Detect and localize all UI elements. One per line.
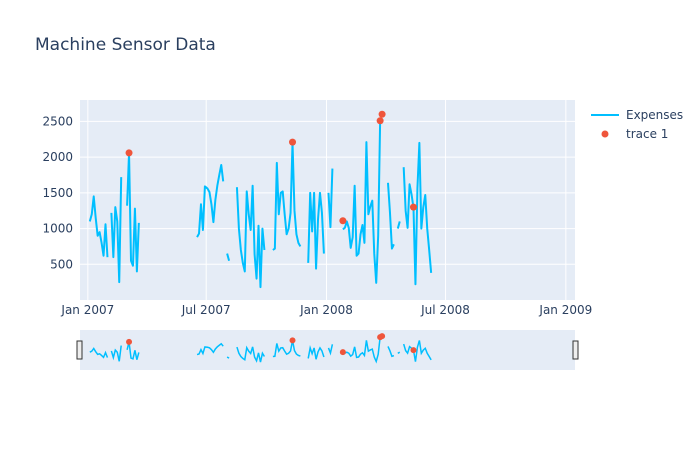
x-tick-label: Jul 2007 bbox=[181, 303, 231, 317]
series-line-segment bbox=[386, 182, 395, 250]
x-tick-label: Jul 2008 bbox=[420, 303, 470, 317]
data-point bbox=[289, 138, 297, 146]
y-tick-label: 500 bbox=[50, 257, 73, 271]
data-point bbox=[125, 149, 133, 157]
x-tick-label: Jan 2008 bbox=[299, 303, 353, 317]
slider-line-segment bbox=[327, 344, 334, 356]
slider-line-segment bbox=[272, 340, 301, 358]
slider-line-segment bbox=[236, 345, 266, 363]
slider-data-point bbox=[126, 338, 133, 345]
range-slider-points bbox=[126, 333, 417, 356]
slider-data-point bbox=[410, 347, 417, 354]
series-line-segment bbox=[272, 141, 302, 251]
series-points bbox=[125, 110, 417, 225]
legend-swatch-point bbox=[601, 130, 609, 138]
series-line-segment bbox=[88, 195, 109, 258]
y-tick-label: 1000 bbox=[42, 222, 73, 236]
slider-data-point bbox=[289, 337, 296, 344]
series-line-segment bbox=[396, 221, 401, 229]
legend: Expenses trace 1 bbox=[591, 108, 683, 141]
gridlines bbox=[80, 100, 575, 300]
slider-line-segment bbox=[402, 340, 432, 362]
slider-line-segment bbox=[397, 351, 401, 354]
data-point bbox=[376, 117, 384, 125]
series-line-segment bbox=[342, 120, 382, 284]
slider-data-point bbox=[379, 333, 386, 340]
slider-line-segment bbox=[226, 356, 230, 359]
x-axis: Jan 2007 Jul 2007 Jan 2008 Jul 2008 Jan 2009 bbox=[60, 303, 592, 317]
series-line-segment bbox=[226, 253, 231, 261]
slider-data-point bbox=[339, 349, 346, 356]
data-point bbox=[378, 110, 386, 118]
series-line-segment bbox=[307, 191, 325, 270]
series-line-segment bbox=[327, 168, 334, 229]
y-tick-label: 1500 bbox=[42, 186, 73, 200]
legend-label: Expenses bbox=[626, 108, 683, 122]
slider-line-segment bbox=[89, 347, 109, 359]
y-axis: 500 1000 1500 2000 2500 bbox=[42, 114, 73, 271]
data-point bbox=[339, 217, 347, 225]
slider-line-segment bbox=[387, 346, 395, 358]
range-slider-lines bbox=[89, 337, 432, 364]
range-slider-background bbox=[80, 330, 575, 370]
series-line-segment bbox=[402, 141, 433, 286]
slider-line-segment bbox=[110, 345, 122, 362]
series-line-segment bbox=[196, 164, 225, 238]
legend-label: trace 1 bbox=[626, 127, 668, 141]
slider-line-segment bbox=[196, 342, 224, 356]
series-line-segment bbox=[110, 177, 123, 284]
slider-line-segment bbox=[307, 344, 325, 360]
x-tick-label: Jan 2009 bbox=[538, 303, 592, 317]
x-tick-label: Jan 2007 bbox=[60, 303, 114, 317]
slider-line-segment bbox=[342, 337, 381, 364]
chart-title: Machine Sensor Data bbox=[35, 35, 216, 55]
data-point bbox=[409, 203, 417, 211]
range-slider[interactable] bbox=[76, 330, 579, 370]
range-slider-handle-left[interactable] bbox=[76, 340, 83, 360]
series-line-segment bbox=[235, 184, 266, 289]
range-slider-handle-right[interactable] bbox=[572, 340, 579, 360]
y-tick-label: 2500 bbox=[42, 114, 73, 128]
series-lines bbox=[88, 120, 433, 289]
y-tick-label: 2000 bbox=[42, 150, 73, 164]
plot-area bbox=[80, 100, 575, 300]
